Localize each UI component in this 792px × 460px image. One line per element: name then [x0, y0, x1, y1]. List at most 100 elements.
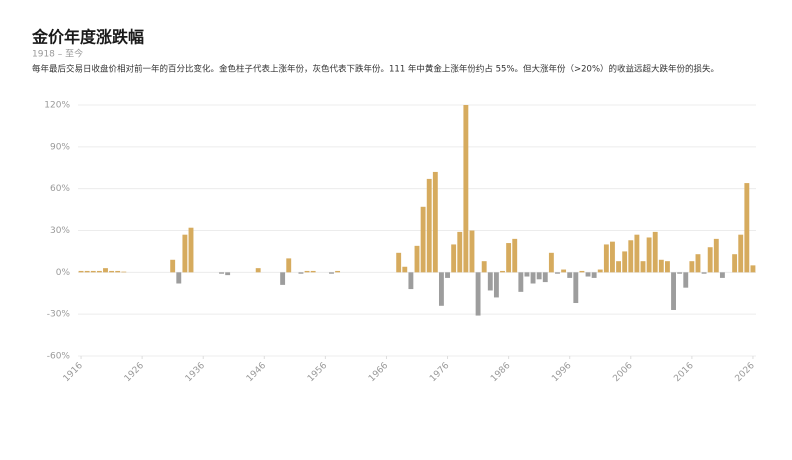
bar — [646, 237, 652, 273]
bar — [518, 272, 524, 292]
bar — [585, 272, 591, 277]
bar — [622, 251, 628, 273]
chart-subtitle: 1918 – 至今 — [32, 48, 83, 60]
bar — [664, 261, 670, 273]
chart-description: 每年最后交易日收盘价相对前一年的百分比变化。金色柱子代表上涨年份，灰色代表下跌年… — [32, 64, 719, 75]
bar — [683, 272, 689, 288]
y-tick-label: 120% — [44, 101, 70, 111]
bar — [561, 269, 567, 273]
x-tick-label: 1976 — [428, 361, 451, 384]
x-tick-label: 1966 — [367, 361, 390, 384]
x-tick-label: 1936 — [184, 361, 207, 384]
bar — [634, 234, 640, 273]
bar — [329, 272, 334, 274]
bar — [493, 272, 499, 298]
bar — [500, 270, 505, 273]
bar — [719, 272, 725, 278]
bar — [555, 272, 560, 274]
bar — [481, 261, 487, 273]
bar — [335, 270, 341, 273]
bar — [603, 244, 609, 273]
bar — [524, 272, 530, 277]
bar — [103, 268, 108, 273]
bar — [640, 261, 646, 273]
x-tick-label: 1946 — [245, 361, 268, 384]
y-tick-label: -30% — [47, 310, 71, 320]
bar — [219, 272, 224, 274]
bar — [689, 261, 695, 273]
bar — [84, 270, 90, 273]
bar — [310, 270, 316, 273]
bar — [188, 227, 194, 273]
bar — [487, 272, 493, 291]
bar — [426, 178, 432, 273]
bar — [542, 272, 548, 283]
bar — [438, 272, 444, 306]
bar — [750, 265, 756, 273]
bar — [469, 230, 475, 273]
bar — [597, 269, 603, 273]
y-tick-label: 60% — [50, 184, 70, 194]
bar — [732, 254, 738, 273]
bar — [616, 261, 622, 273]
bar — [451, 244, 457, 273]
bar — [78, 270, 84, 273]
bar — [402, 266, 408, 273]
x-tick-label: 1926 — [123, 361, 146, 384]
bar — [512, 238, 518, 273]
bar — [420, 206, 426, 273]
bar — [90, 270, 96, 273]
bar — [744, 183, 750, 273]
bar — [432, 171, 438, 273]
bar — [506, 243, 512, 273]
y-tick-label: 30% — [50, 226, 70, 236]
bar — [304, 270, 310, 273]
bar — [225, 272, 231, 276]
bar — [610, 241, 615, 273]
x-tick-label: 2006 — [611, 361, 634, 384]
bar — [707, 247, 713, 273]
bar — [170, 259, 176, 273]
bar — [115, 270, 121, 273]
bar — [548, 252, 554, 273]
bar — [182, 234, 188, 273]
bar — [286, 258, 292, 273]
bar — [298, 272, 304, 274]
bar — [530, 272, 536, 284]
bar — [701, 272, 707, 274]
y-tick-label: -60% — [47, 352, 71, 362]
chart-title: 金价年度涨跌幅 — [31, 28, 144, 47]
bar — [109, 270, 115, 273]
bar — [628, 240, 634, 273]
bar — [414, 245, 420, 273]
bar — [671, 272, 676, 310]
bar — [591, 272, 597, 278]
bar — [176, 272, 182, 284]
bar — [457, 231, 463, 273]
bar — [396, 252, 402, 273]
y-tick-label: 90% — [50, 142, 70, 152]
bar — [567, 272, 573, 278]
bar — [121, 271, 127, 273]
x-tick-label: 1916 — [62, 361, 85, 384]
x-tick-label: 1956 — [306, 361, 329, 384]
bar — [280, 272, 286, 285]
bar — [255, 268, 261, 273]
bar — [579, 270, 585, 273]
bar — [536, 272, 542, 280]
bar — [738, 234, 744, 273]
bar — [445, 272, 450, 278]
bar — [713, 238, 719, 273]
x-tick-label: 1996 — [550, 361, 573, 384]
bar — [658, 259, 664, 273]
bar — [475, 272, 481, 316]
x-tick-label: 2016 — [672, 361, 695, 384]
bar — [463, 105, 469, 273]
bar — [573, 272, 579, 304]
x-tick-label: 2026 — [734, 361, 757, 384]
y-tick-label: 0% — [56, 268, 71, 278]
bar — [96, 270, 102, 273]
bar — [408, 272, 414, 290]
bar — [652, 231, 658, 273]
